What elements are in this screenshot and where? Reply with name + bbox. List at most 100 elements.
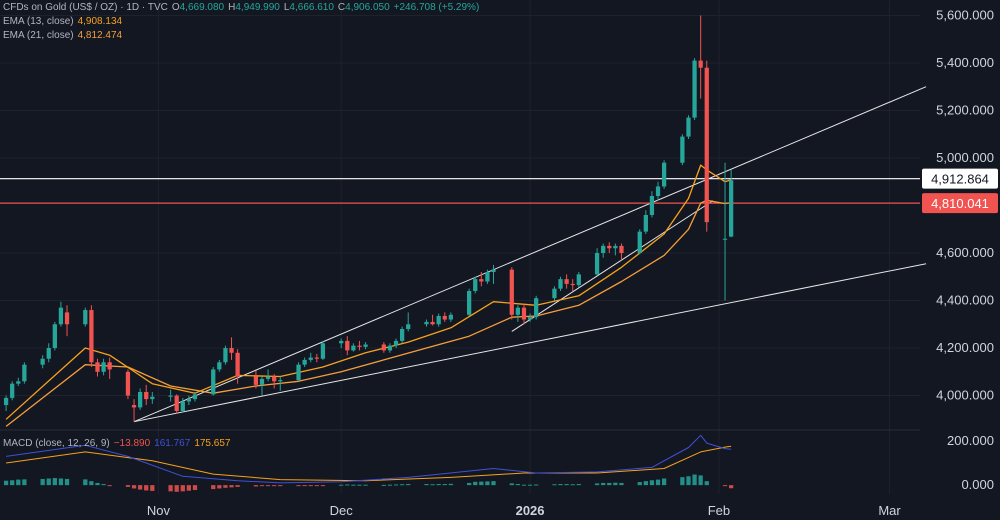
candle[interactable] [138,388,143,410]
candle[interactable] [607,242,612,254]
candle[interactable] [491,264,496,284]
candles[interactable] [3,15,734,422]
candle[interactable] [186,395,192,406]
candle[interactable] [619,243,624,261]
candle[interactable] [649,191,655,218]
candle[interactable] [351,343,356,352]
candle[interactable] [686,115,691,139]
price-axis[interactable]: 5,600.000 5,400.000 5,200.000 5,000.000 4,60… [936,7,994,492]
candle[interactable] [83,307,88,327]
candle[interactable] [424,319,429,327]
candle[interactable] [278,376,283,391]
candle[interactable] [509,267,514,320]
candle[interactable] [637,229,642,255]
candle[interactable] [144,384,149,406]
candle[interactable] [515,305,521,322]
candle[interactable] [594,248,600,276]
candle[interactable] [89,305,94,368]
trendline-lower[interactable] [133,263,927,423]
candle[interactable] [393,338,399,349]
candle[interactable] [406,312,411,332]
candle[interactable] [661,160,667,189]
candle[interactable] [107,357,112,379]
candle[interactable] [442,312,447,322]
candle[interactable] [150,391,155,404]
candle[interactable] [314,353,319,363]
candle[interactable] [125,369,131,400]
candle[interactable] [467,288,472,316]
candle[interactable] [527,313,533,322]
time-axis[interactable]: Nov Dec 2026 Feb Mar [147,503,902,518]
candle[interactable] [168,389,173,402]
candle[interactable] [448,312,453,322]
candle[interactable] [46,343,51,363]
candle[interactable] [131,399,137,422]
candle[interactable] [613,243,618,256]
symbol-title[interactable]: CFDs on Gold (US$ / OZ) · 1D · TVC [3,2,168,13]
candle[interactable] [40,355,45,369]
candle[interactable] [485,269,490,284]
candle[interactable] [357,340,362,351]
candle[interactable] [296,362,301,382]
candle[interactable] [52,321,57,351]
candle[interactable] [58,301,64,327]
candle[interactable] [253,370,259,389]
candle[interactable] [180,397,185,413]
candle[interactable] [211,367,216,396]
candle[interactable] [64,305,70,337]
candle[interactable] [479,272,484,287]
candle[interactable] [223,345,228,365]
candle[interactable] [3,395,9,411]
candle[interactable] [229,337,234,360]
candle[interactable] [728,169,734,238]
candle[interactable] [655,181,661,201]
candle[interactable] [101,358,106,376]
candle[interactable] [570,279,575,292]
candle[interactable] [95,358,100,377]
trendline-upper[interactable] [133,86,927,423]
candle[interactable] [235,349,240,384]
macd-legend[interactable]: MACD (close, 12, 26, 9) −13.890 161.767 175… [3,438,234,450]
candle[interactable] [534,295,539,320]
candle[interactable] [320,340,326,360]
candle[interactable] [643,210,648,235]
candle[interactable] [558,276,563,292]
candle[interactable] [698,15,703,99]
candle[interactable] [704,60,709,232]
candle[interactable] [601,243,606,258]
candle[interactable] [10,381,15,401]
candle[interactable] [363,342,368,350]
candle[interactable] [552,286,557,301]
candle[interactable] [259,376,265,396]
candle[interactable] [387,343,393,353]
candle[interactable] [381,342,386,353]
ema13-legend[interactable]: EMA (13, close) 4,908.134 [3,16,126,28]
candle-body [491,269,496,273]
candle[interactable] [430,314,435,326]
candle[interactable] [692,58,697,120]
candle[interactable] [192,391,198,402]
candle[interactable] [22,362,27,384]
candle[interactable] [308,352,313,363]
candle[interactable] [564,274,569,289]
candle[interactable] [722,162,728,301]
symbol-legend[interactable]: CFDs on Gold (US$ / OZ) · 1D · TVC O4,669… [3,2,483,14]
candle[interactable] [217,359,222,372]
candle[interactable] [302,357,307,368]
candle[interactable] [436,313,441,327]
candle[interactable] [265,369,271,382]
ema21-legend[interactable]: EMA (21, close) 4,812.474 [3,30,126,42]
candle[interactable] [521,304,527,325]
candle[interactable] [174,394,179,414]
trendline-short[interactable] [511,200,714,332]
price-tick-label: 5,000.000 [936,150,994,165]
candle[interactable] [680,134,685,166]
candle[interactable] [473,276,478,294]
candle[interactable] [576,272,581,288]
candle[interactable] [345,336,350,356]
candle[interactable] [339,338,344,349]
candle[interactable] [272,374,277,389]
candle[interactable] [399,326,405,344]
candle[interactable] [16,377,21,387]
